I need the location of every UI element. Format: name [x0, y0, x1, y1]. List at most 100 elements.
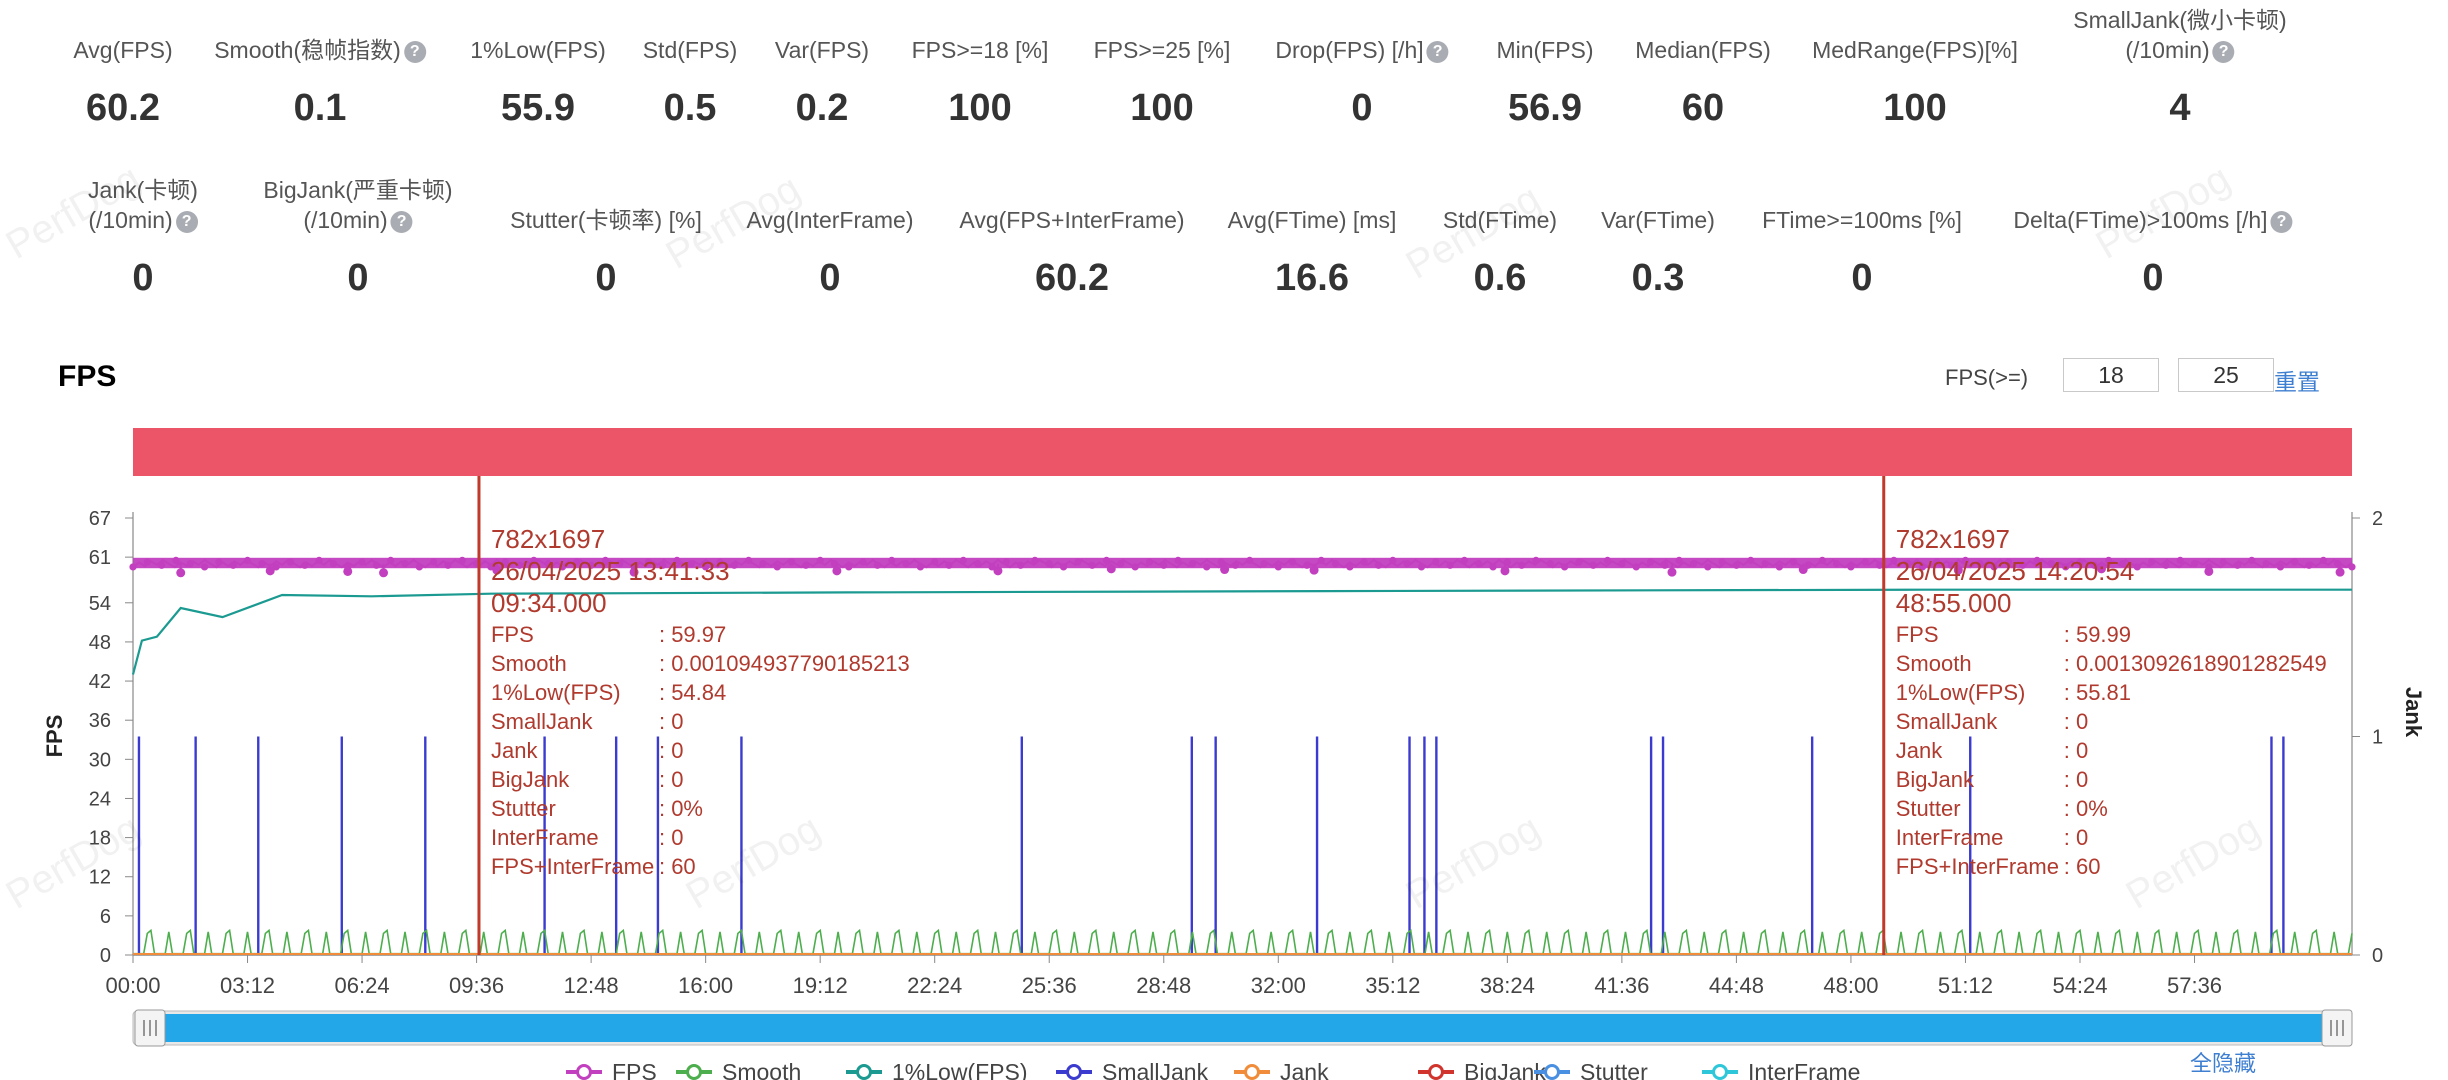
- help-icon[interactable]: ?: [403, 40, 426, 63]
- help-icon[interactable]: ?: [390, 210, 413, 233]
- fps-point: [558, 563, 567, 571]
- reset-button[interactable]: 重置: [2274, 369, 2320, 395]
- fps-point: [2190, 560, 2199, 568]
- stat-label: Median(FPS): [1635, 35, 1770, 65]
- stat-row1-4: Var(FPS) 0.2: [775, 35, 869, 130]
- fps-point: [1990, 563, 1998, 571]
- stat-label-text: MedRange(FPS)[%]: [1812, 37, 2018, 63]
- fps-dip-point: [1309, 565, 1319, 575]
- legend-item[interactable]: 1%Low(FPS): [892, 1059, 1027, 1080]
- stat-row1-7: Drop(FPS) [/h]? 0: [1275, 35, 1449, 130]
- fps-point: [759, 560, 767, 568]
- fps-point: [158, 561, 166, 569]
- fps-point: [873, 561, 882, 569]
- fps-point: [2291, 558, 2299, 566]
- marker-row-value: : 60: [2064, 854, 2101, 879]
- help-icon[interactable]: ?: [2270, 210, 2293, 233]
- stat-label-line2: (/10min)?: [263, 205, 452, 235]
- stat-value: 56.9: [1508, 87, 1582, 129]
- stat-value: 16.6: [1275, 257, 1349, 299]
- marker-row-label: 1%Low(FPS): [1896, 680, 2026, 705]
- fps-point: [1489, 563, 1497, 571]
- legend-item[interactable]: SmallJank: [1102, 1059, 1209, 1080]
- marker-header-line: 09:34.000: [491, 588, 607, 618]
- legend-item[interactable]: InterFrame: [1748, 1059, 1860, 1080]
- fps-point: [1231, 561, 1239, 569]
- fps-point: [129, 563, 137, 571]
- y-axis-title-right: Jank: [2401, 687, 2426, 738]
- stat-label-text: FPS>=25 [%]: [1093, 37, 1231, 63]
- marker-row-label: InterFrame: [491, 825, 599, 850]
- fps-point: [1417, 563, 1426, 571]
- stat-label-unit: (/10min): [303, 207, 388, 233]
- fps-point: [444, 561, 452, 569]
- fps-point: [387, 556, 395, 564]
- fps-point: [286, 558, 295, 566]
- fps-point: [301, 561, 309, 569]
- stat-label: Avg(FPS): [73, 35, 172, 65]
- stat-row2-0: Jank(卡顿) (/10min)? 0: [88, 175, 198, 300]
- x-tick-label: 22:24: [907, 973, 962, 998]
- fps-point: [974, 560, 982, 568]
- legend-item[interactable]: BigJank: [1464, 1059, 1546, 1080]
- marker-row-label: SmallJank: [491, 709, 593, 734]
- fps-point: [1904, 560, 1912, 568]
- fps-point: [1546, 560, 1554, 568]
- marker-header-line: 26/04/2025 14:20:54: [1896, 556, 2135, 586]
- stat-row2-8: FTime>=100ms [%] 0: [1762, 205, 1962, 300]
- marker-row-value: : 0: [659, 767, 683, 792]
- stat-label: FPS>=18 [%]: [912, 35, 1049, 65]
- stat-row1-1: Smooth(稳帧指数)? 0.1: [214, 35, 426, 130]
- fps-threshold-label: FPS(>=): [1945, 365, 2029, 390]
- low1-line: [131, 588, 2352, 675]
- stat-row1-10: MedRange(FPS)[%] 100: [1812, 35, 2018, 130]
- stat-label: FTime>=100ms [%]: [1762, 205, 1962, 235]
- legend-item[interactable]: Stutter: [1580, 1059, 1648, 1080]
- stat-label-text: Std(FTime): [1442, 207, 1558, 233]
- stat-label-text: FTime>=100ms [%]: [1762, 207, 1962, 233]
- help-icon[interactable]: ?: [175, 210, 198, 233]
- stat-label-text: Avg(InterFrame): [746, 207, 914, 233]
- fps-point: [544, 560, 552, 568]
- fps-point: [401, 560, 409, 568]
- fps-threshold-input-1[interactable]: [2063, 358, 2159, 392]
- x-tick-label: 28:48: [1136, 973, 1191, 998]
- hide-all-button[interactable]: 全隐藏: [2190, 1051, 2257, 1076]
- fps-point: [372, 561, 380, 569]
- timeline-band: [133, 428, 2352, 476]
- fps-point: [902, 560, 910, 568]
- fps-point: [258, 560, 266, 568]
- fps-threshold-input-2[interactable]: [2178, 358, 2274, 392]
- stat-row2-5: Avg(FTime) [ms] 16.6: [1228, 205, 1397, 300]
- stat-value: 0: [1851, 257, 1873, 299]
- x-tick-label: 06:24: [335, 973, 390, 998]
- fps-dip-point: [832, 566, 842, 576]
- fps-point: [1661, 561, 1669, 569]
- marker-row-label: FPS: [1896, 622, 1939, 647]
- fps-point: [2105, 556, 2113, 564]
- stat-label-text: Median(FPS): [1635, 37, 1771, 63]
- x-tick-label: 41:36: [1594, 973, 1649, 998]
- stat-row2-9: Delta(FTime)>100ms [/h]? 0: [2013, 205, 2293, 300]
- legend-item[interactable]: Smooth: [722, 1059, 801, 1080]
- fps-point: [1818, 556, 1826, 564]
- fps-point: [1847, 563, 1855, 571]
- stat-label: BigJank(严重卡顿) (/10min)?: [263, 175, 452, 235]
- stat-value: 4: [2169, 87, 2191, 129]
- stat-value: 100: [1130, 87, 1194, 129]
- fps-dip-point: [2096, 564, 2106, 574]
- stat-label-text: Min(FPS): [1496, 37, 1594, 63]
- help-icon[interactable]: ?: [2212, 40, 2235, 63]
- help-icon[interactable]: ?: [1426, 40, 1449, 63]
- stat-value: 100: [948, 87, 1012, 129]
- marker-row-value: : 0: [2064, 738, 2088, 763]
- fps-point: [143, 558, 151, 566]
- legend-item[interactable]: FPS: [612, 1059, 657, 1080]
- fps-point: [845, 563, 853, 571]
- stat-label-unit: (/10min): [2125, 37, 2210, 63]
- legend-swatch-dot: [686, 1064, 702, 1080]
- marker-row-label: FPS+InterFrame: [491, 854, 654, 879]
- marker-row-label: FPS+InterFrame: [1896, 854, 2059, 879]
- legend-item[interactable]: Jank: [1280, 1059, 1329, 1080]
- marker-row-label: Stutter: [491, 796, 556, 821]
